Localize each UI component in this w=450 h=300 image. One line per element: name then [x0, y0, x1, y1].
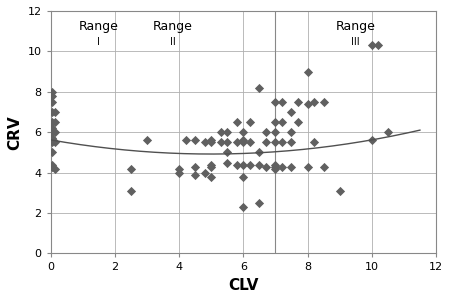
Point [144, 138, 151, 143]
Point [49, 130, 56, 135]
Point [262, 140, 270, 145]
Point [224, 140, 231, 145]
X-axis label: CLV: CLV [228, 278, 258, 293]
Point [127, 166, 135, 171]
Point [52, 140, 59, 145]
Point [49, 162, 56, 167]
Point [262, 130, 270, 135]
Point [207, 162, 215, 167]
Point [262, 164, 270, 169]
Point [240, 140, 247, 145]
Point [49, 93, 56, 98]
Point [240, 138, 247, 143]
Point [246, 140, 253, 145]
Point [233, 140, 240, 145]
Point [207, 164, 215, 169]
Point [224, 160, 231, 165]
Point [384, 130, 392, 135]
Point [49, 126, 56, 130]
Point [278, 164, 285, 169]
Point [368, 43, 375, 48]
Point [49, 89, 56, 94]
Point [233, 120, 240, 124]
Point [127, 188, 135, 193]
Point [201, 140, 208, 145]
Point [304, 101, 311, 106]
Point [272, 140, 279, 145]
Point [240, 205, 247, 209]
Point [272, 130, 279, 135]
Point [256, 150, 263, 155]
Point [192, 164, 199, 169]
Point [52, 130, 59, 135]
Point [201, 170, 208, 175]
Point [52, 166, 59, 171]
Point [240, 174, 247, 179]
Point [278, 100, 285, 104]
Point [49, 136, 56, 141]
Point [233, 162, 240, 167]
Point [320, 164, 327, 169]
Point [288, 164, 295, 169]
Text: Range: Range [79, 20, 119, 33]
Point [246, 162, 253, 167]
Point [272, 164, 279, 169]
Point [49, 100, 56, 104]
Point [176, 166, 183, 171]
Point [304, 164, 311, 169]
Point [207, 174, 215, 179]
Text: I: I [97, 37, 100, 47]
Point [294, 100, 302, 104]
Point [217, 140, 225, 145]
Point [272, 100, 279, 104]
Point [272, 162, 279, 167]
Point [310, 140, 318, 145]
Point [49, 140, 56, 145]
Text: III: III [351, 37, 360, 47]
Point [288, 140, 295, 145]
Point [374, 43, 382, 48]
Text: II: II [170, 37, 176, 47]
Point [272, 120, 279, 124]
Y-axis label: CRV: CRV [7, 115, 22, 149]
Point [320, 100, 327, 104]
Point [256, 85, 263, 90]
Point [224, 150, 231, 155]
Point [288, 110, 295, 114]
Point [272, 166, 279, 171]
Point [52, 120, 59, 124]
Point [278, 120, 285, 124]
Point [192, 138, 199, 143]
Point [310, 100, 318, 104]
Point [182, 138, 189, 143]
Point [192, 172, 199, 177]
Point [240, 162, 247, 167]
Point [176, 170, 183, 175]
Point [336, 188, 343, 193]
Point [368, 138, 375, 143]
Point [240, 130, 247, 135]
Point [49, 120, 56, 124]
Point [52, 110, 59, 114]
Point [256, 162, 263, 167]
Point [217, 130, 225, 135]
Text: Range: Range [153, 20, 193, 33]
Point [304, 69, 311, 74]
Point [246, 120, 253, 124]
Point [207, 138, 215, 143]
Point [278, 140, 285, 145]
Point [49, 110, 56, 114]
Point [224, 130, 231, 135]
Point [294, 120, 302, 124]
Point [49, 164, 56, 169]
Point [256, 200, 263, 205]
Text: Range: Range [336, 20, 376, 33]
Point [288, 130, 295, 135]
Point [49, 150, 56, 155]
Point [207, 140, 215, 145]
